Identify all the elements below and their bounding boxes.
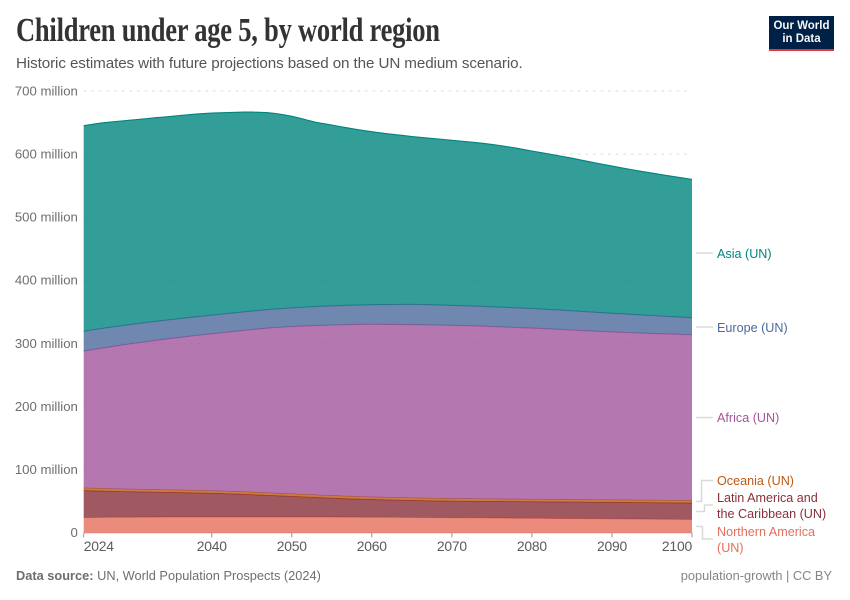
svg-text:2090: 2090	[597, 538, 628, 554]
svg-text:400 million: 400 million	[15, 273, 78, 288]
svg-text:200 million: 200 million	[15, 399, 78, 414]
svg-text:300 million: 300 million	[15, 336, 78, 351]
svg-text:2080: 2080	[517, 538, 548, 554]
svg-text:2070: 2070	[437, 538, 468, 554]
svg-text:2060: 2060	[357, 538, 388, 554]
svg-text:2100: 2100	[662, 538, 693, 554]
svg-text:2040: 2040	[197, 538, 228, 554]
svg-text:2024: 2024	[84, 538, 115, 554]
svg-text:500 million: 500 million	[15, 210, 78, 225]
svg-text:600 million: 600 million	[15, 146, 78, 161]
svg-text:100 million: 100 million	[15, 462, 78, 477]
svg-text:2050: 2050	[277, 538, 308, 554]
svg-text:0: 0	[71, 525, 78, 540]
svg-text:700 million: 700 million	[15, 83, 78, 98]
